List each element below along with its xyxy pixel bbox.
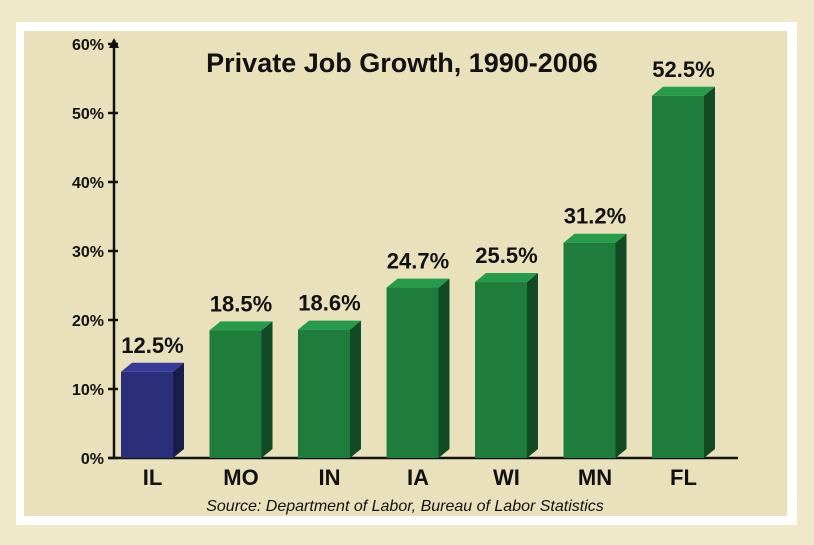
bar-top [563,233,627,243]
bar-top [652,86,715,96]
bar-fl [652,86,715,458]
bar-side [173,362,184,458]
bar-front [121,371,173,458]
category-labels: IL MO IN IA WI MN FL [143,465,697,490]
y-tick-label: 20% [72,313,104,330]
bar-side [615,233,627,458]
category-label: IA [407,465,429,490]
bar-top [386,278,450,288]
bar-wi [475,273,538,458]
value-label: 52.5% [652,57,714,82]
bar-ia [386,278,450,458]
bar-side [527,273,538,458]
y-tick-label: 60% [72,37,104,54]
bar-top [298,320,361,330]
category-label: MO [223,465,258,490]
bar-mo [209,321,273,458]
category-label: IN [319,465,341,490]
bar-side [438,278,450,458]
value-label: 18.6% [298,291,360,316]
value-label: 24.7% [387,249,449,274]
category-label: IL [143,465,163,490]
chart-title: Private Job Growth, 1990-2006 [206,48,598,78]
value-label: 18.5% [210,291,272,316]
source-note: Source: Department of Labor, Bureau of L… [206,498,604,515]
bar-side [261,321,273,458]
y-tick-label: 40% [72,175,104,192]
bar-top [121,362,184,372]
bar-mn [563,233,627,458]
bar-in [298,320,361,458]
bar-front [652,95,704,458]
y-tick-label: 50% [72,106,104,123]
bar-side [350,320,361,458]
value-labels: 12.5% 18.5% 18.6% 24.7% 25.5% 31.2% 52.5% [121,57,714,358]
bar-top [475,273,538,283]
y-tick-label: 0% [81,451,104,468]
value-label: 31.2% [564,204,626,229]
bar-front [386,287,439,458]
category-label: MN [578,465,612,490]
bar-il [121,362,184,458]
y-tick-label: 10% [72,382,104,399]
bar-top [209,321,273,331]
bar-front [209,330,262,458]
value-label: 12.5% [121,333,183,358]
bar-front [563,242,616,458]
bars [121,86,715,458]
bar-front [298,329,350,458]
bar-side [704,86,715,458]
bar-front [475,282,527,458]
y-tick-label: 30% [72,244,104,261]
category-label: FL [670,465,697,490]
category-label: WI [493,465,520,490]
y-axis: 0% 10% 20% 30% 40% 50% 60% [72,37,119,468]
value-label: 25.5% [475,243,537,268]
